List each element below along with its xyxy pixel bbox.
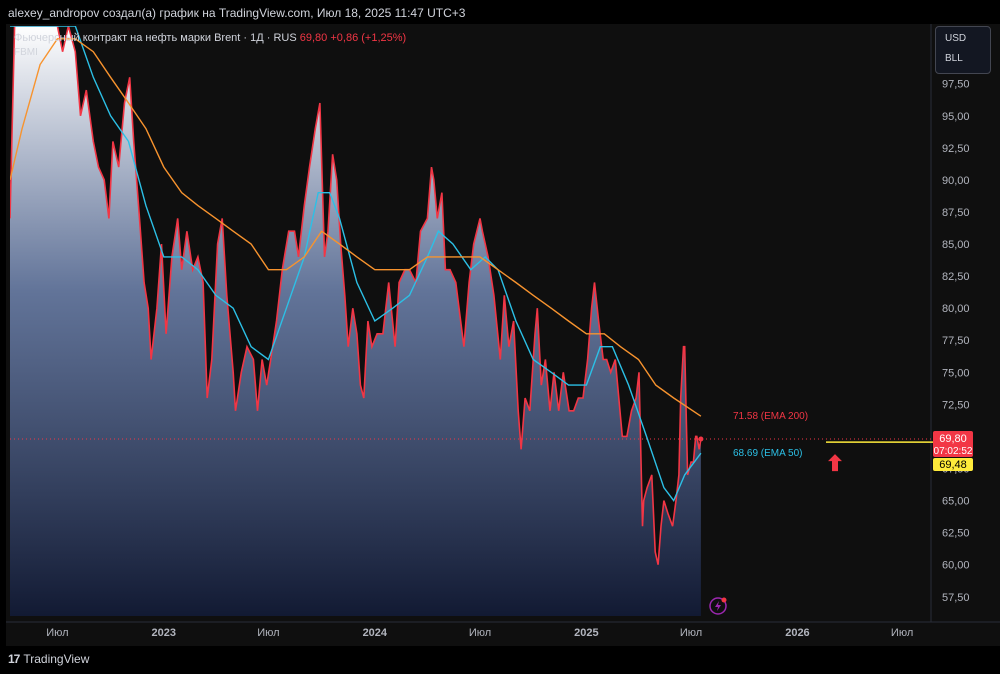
lightning-bolt	[715, 601, 721, 611]
x-tick-label: Июл	[257, 627, 279, 639]
x-tick-label: 2024	[363, 627, 388, 639]
plot-area	[10, 26, 931, 616]
price-area-fill	[10, 26, 701, 616]
y-tick-label: 82,50	[942, 271, 970, 283]
x-tick-label: Июл	[46, 627, 68, 639]
y-tick-label: 57,50	[942, 592, 970, 604]
measure-label[interactable]: BLL	[945, 53, 963, 64]
footer-bar: 17 TradingView	[0, 646, 1000, 674]
x-tick-label: 2025	[574, 627, 598, 639]
price-chart[interactable]: 57,5060,0062,5065,0067,5070,0072,5075,00…	[6, 24, 1000, 646]
price-change: +0,86 (+1,25%)	[330, 32, 407, 44]
unit-selector[interactable]: USD BLL	[935, 26, 991, 74]
x-tick-label: Июл	[469, 627, 491, 639]
y-tick-label: 75,00	[942, 367, 970, 379]
currency-label[interactable]: USD	[945, 33, 967, 44]
y-tick-label: 72,50	[942, 399, 970, 411]
y-tick-label: 97,50	[942, 79, 970, 91]
tv-brand-name: TradingView	[23, 652, 90, 666]
y-tick-label: 80,00	[942, 303, 970, 315]
countdown-text: 07:02:52	[934, 446, 973, 457]
y-tick-label: 62,50	[942, 528, 970, 540]
y-tick-label: 92,50	[942, 143, 970, 155]
ema200-label: 71.58 (EMA 200)	[733, 411, 808, 422]
x-tick-label: Июл	[680, 627, 702, 639]
x-tick-label: Июл	[891, 627, 913, 639]
instrument-title: Фьючерсный контракт на нефть марки Brent…	[14, 32, 297, 44]
header-bar: alexey_andropov создал(а) график на Trad…	[0, 0, 1000, 24]
series-line-brent	[10, 26, 702, 565]
x-tick-label: 2026	[785, 627, 809, 639]
y-tick-label: 95,00	[942, 111, 970, 123]
y-tick-label: 60,00	[942, 560, 970, 572]
instrument-legend: Фьючерсный контракт на нефть марки Brent…	[14, 32, 406, 44]
last-price-tag-text: 69,80	[939, 433, 967, 445]
exchange-label: FBMI	[14, 47, 38, 58]
header-title: alexey_andropov создал(а) график на Trad…	[8, 6, 466, 20]
series-line-ema-50	[10, 26, 702, 502]
tv-logo-mark: 17	[8, 652, 20, 666]
marker-price-tag	[933, 458, 973, 471]
alert-dot	[721, 597, 727, 603]
y-tick-label: 77,50	[942, 335, 970, 347]
y-tick-label: 85,00	[942, 239, 970, 251]
last-price-tag	[933, 431, 973, 457]
tradingview-logo[interactable]: 17 TradingView	[8, 652, 89, 666]
y-tick-label: 87,50	[942, 207, 970, 219]
marker-price-tag-text: 69,48	[939, 459, 967, 471]
y-tick-label: 90,00	[942, 175, 970, 187]
lightning-icon	[709, 597, 727, 615]
last-price-dot	[698, 436, 704, 442]
series-line-ema-200	[10, 38, 702, 417]
y-tick-label: 65,00	[942, 496, 970, 508]
up-arrow-icon	[828, 454, 842, 472]
x-tick-label: 2023	[152, 627, 176, 639]
last-price-legend: 69,80	[299, 32, 328, 44]
ema50-label: 68.69 (EMA 50)	[733, 448, 802, 459]
